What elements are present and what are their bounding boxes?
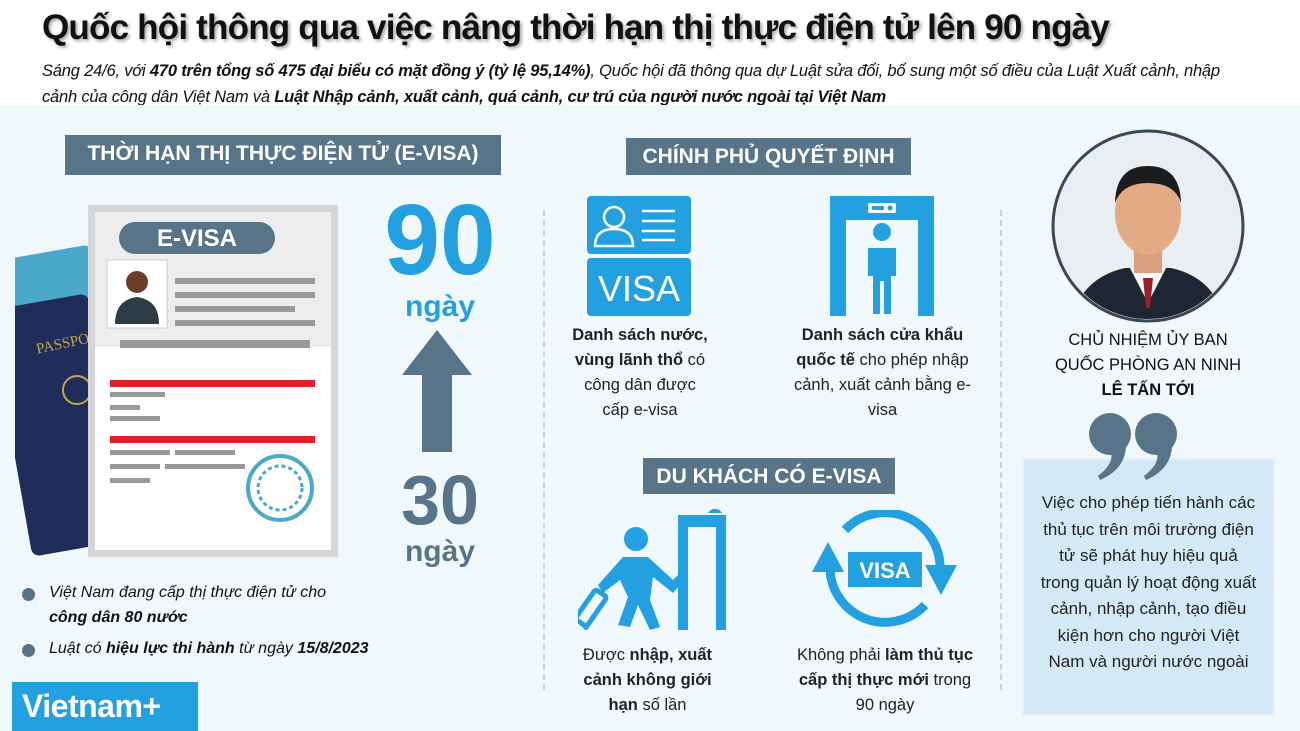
old-duration-unit: ngày xyxy=(404,535,476,568)
quote-text: Việc cho phép tiến hành các thủ tục trên… xyxy=(1040,493,1257,671)
subtitle-text: Sáng 24/6, với xyxy=(42,62,150,80)
caption-bold: làm thủ tục cấp thị thực mới xyxy=(798,646,974,689)
quote-mark-icon xyxy=(1089,413,1177,480)
evisa-card: E-VISA xyxy=(88,205,338,557)
caption-text: có công dân được cấp e-visa xyxy=(584,351,706,419)
new-duration-value: 90 xyxy=(384,184,496,296)
person-title: CHỦ NHIỆM ỦY BAN QUỐC PHÒNG AN NINH LÊ T… xyxy=(1020,328,1276,403)
security-gate-icon xyxy=(830,196,934,316)
bullet-bold: hiệu lực thi hành xyxy=(105,640,235,657)
caption-text: số lần xyxy=(637,696,687,714)
traveler-header: DU KHÁCH CÓ E-VISA xyxy=(643,458,895,494)
divider xyxy=(1000,210,1002,690)
government-header: CHÍNH PHỦ QUYẾT ĐỊNH xyxy=(626,138,911,175)
person-name: LÊ TẤN TỚI xyxy=(1101,381,1195,399)
traveler-gate-icon xyxy=(578,508,726,630)
evisa-duration-header: THỜI HẠN THỊ THỰC ĐIỆN TỬ (E-VISA) xyxy=(65,135,501,175)
bullet-item: Việt Nam đang cấp thị thực điện tử cho cô… xyxy=(22,580,482,630)
evisa-illustration: PASSPORT E-VISA xyxy=(15,205,338,557)
subtitle-bold: 470 trên tổng số 475 đại biểu có mặt đồn… xyxy=(149,62,591,80)
caption-bold: Danh sách nước, vùng lãnh thổ xyxy=(572,326,708,369)
bullet-bold: 15/8/2023 xyxy=(297,640,369,657)
visa-icon-text: VISA xyxy=(598,268,680,309)
new-duration-unit: ngày xyxy=(404,290,476,323)
arrow-up-icon xyxy=(402,330,472,452)
divider xyxy=(543,210,545,690)
quote-box: Việc cho phép tiến hành các thủ tục trên… xyxy=(1022,458,1275,716)
visa-document-icon: VISA xyxy=(587,196,691,316)
old-duration-value: 30 xyxy=(401,461,479,539)
bullet-text: Việt Nam đang cấp thị thực điện tử cho xyxy=(49,584,327,601)
bullet-item: Luật có hiệu lực thi hành từ ngày 15/8/2… xyxy=(22,636,482,661)
bullet-text: Luật có xyxy=(49,640,106,657)
page-title: Quốc hội thông qua việc nâng thời hạn th… xyxy=(42,8,1110,47)
visa-icon-text: VISA xyxy=(859,558,910,583)
vietnamplus-logo: Vietnam+ xyxy=(12,682,198,731)
subtitle: Sáng 24/6, với 470 trên tổng số 475 đại … xyxy=(42,58,1242,110)
subtitle-bold: Luật Nhập cảnh, xuất cảnh, quá cảnh, cư … xyxy=(274,88,886,106)
caption-bold: nhập, xuất cảnh không giới hạn xyxy=(583,646,713,714)
traveler-item-no-new-visa: Không phải làm thủ tục cấp thị thực mới … xyxy=(795,643,975,718)
portrait-avatar xyxy=(1051,129,1245,323)
government-item-border-gates: Danh sách cửa khẩu quốc tế cho phép nhập… xyxy=(790,323,975,423)
person-role: CHỦ NHIỆM ỦY BAN xyxy=(1068,331,1228,349)
subtitle-text: , Quốc hội đã thông qua dự Luật sửa đổi,… xyxy=(42,62,1220,106)
caption-text: Được xyxy=(582,646,630,664)
government-item-countries: Danh sách nước, vùng lãnh thổ có công dâ… xyxy=(570,323,710,423)
caption-text: Không phải xyxy=(796,646,886,664)
visa-renew-icon: VISA xyxy=(812,510,957,627)
bullet-bold: công dân 80 nước xyxy=(49,609,188,626)
evisa-card-label: E-VISA xyxy=(157,225,237,252)
caption-text: cho phép nhập cảnh, xuất cảnh bằng e-vis… xyxy=(793,351,972,419)
traveler-item-unlimited-entry: Được nhập, xuất cảnh không giới hạn số l… xyxy=(575,643,720,718)
caption-text: trong 90 ngày xyxy=(855,671,972,714)
person-role: QUỐC PHÒNG AN NINH xyxy=(1054,356,1242,374)
bullet-dot-icon xyxy=(22,588,35,601)
bullet-dot-icon xyxy=(22,644,35,657)
caption-bold: Danh sách cửa khẩu quốc tế xyxy=(796,326,964,369)
bullet-text: từ ngày xyxy=(234,640,298,657)
